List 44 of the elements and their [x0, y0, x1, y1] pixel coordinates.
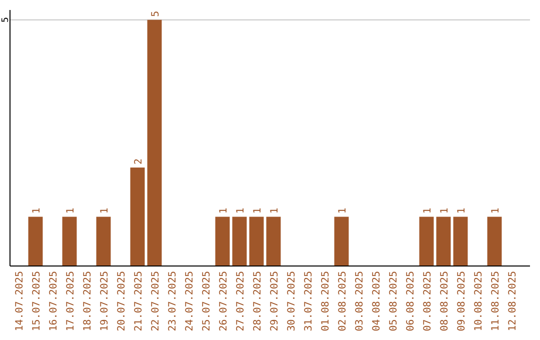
- data-label: 5: [150, 10, 162, 17]
- data-label: 1: [218, 208, 230, 214]
- data-label: 1: [440, 208, 450, 214]
- x-tick-label: 02.08.2025: [338, 271, 348, 332]
- data-label: 1: [422, 208, 434, 214]
- data-label: 1: [338, 208, 348, 214]
- x-tick-label: 05.08.2025: [388, 271, 400, 332]
- data-label: 1: [236, 208, 246, 214]
- data-label: 1: [66, 208, 76, 214]
- x-tick-label: 09.08.2025: [456, 271, 468, 332]
- x-tick-label: 06.08.2025: [406, 271, 416, 332]
- data-label: 1: [490, 208, 502, 214]
- x-tick-label: 21.07.2025: [134, 271, 144, 332]
- x-tick-label: 29.07.2025: [270, 271, 280, 332]
- data-label: 1: [456, 208, 468, 214]
- x-tick-label: 27.07.2025: [236, 271, 246, 332]
- x-tick-label: 12.08.2025: [508, 271, 518, 332]
- x-tick-label: 17.07.2025: [66, 271, 76, 332]
- data-label: 1: [32, 208, 42, 214]
- x-tick-label: 01.08.2025: [320, 271, 332, 332]
- x-tick-label: 28.07.2025: [252, 271, 264, 332]
- data-label: 1: [270, 208, 280, 214]
- x-tick-label: 26.07.2025: [218, 271, 230, 332]
- x-tick-label: 18.07.2025: [82, 271, 94, 332]
- data-label: 1: [100, 208, 110, 214]
- x-tick-label: 15.07.2025: [32, 271, 42, 332]
- x-tick-label: 24.07.2025: [184, 271, 196, 332]
- x-tick-label: 25.07.2025: [202, 271, 212, 332]
- x-tick-label: 10.08.2025: [474, 271, 484, 332]
- x-tick-label: 19.07.2025: [100, 271, 110, 332]
- x-tick-label: 14.07.2025: [14, 271, 26, 332]
- x-tick-label: 31.07.2025: [304, 271, 314, 332]
- x-tick-label: 08.08.2025: [440, 271, 450, 332]
- x-tick-label: 30.07.2025: [286, 271, 298, 332]
- x-tick-label: 22.07.2025: [150, 271, 162, 332]
- x-tick-label: 11.08.2025: [490, 271, 502, 332]
- data-label: 1: [252, 208, 264, 214]
- x-tick-label: 03.08.2025: [354, 271, 366, 332]
- x-tick-label: 04.08.2025: [372, 271, 382, 332]
- x-tick-label: 20.07.2025: [116, 271, 128, 332]
- x-tick-label: 07.08.2025: [422, 271, 434, 332]
- x-tick-label: 23.07.2025: [168, 271, 178, 332]
- x-tick-label: 16.07.2025: [48, 271, 60, 332]
- data-label: 2: [134, 158, 144, 165]
